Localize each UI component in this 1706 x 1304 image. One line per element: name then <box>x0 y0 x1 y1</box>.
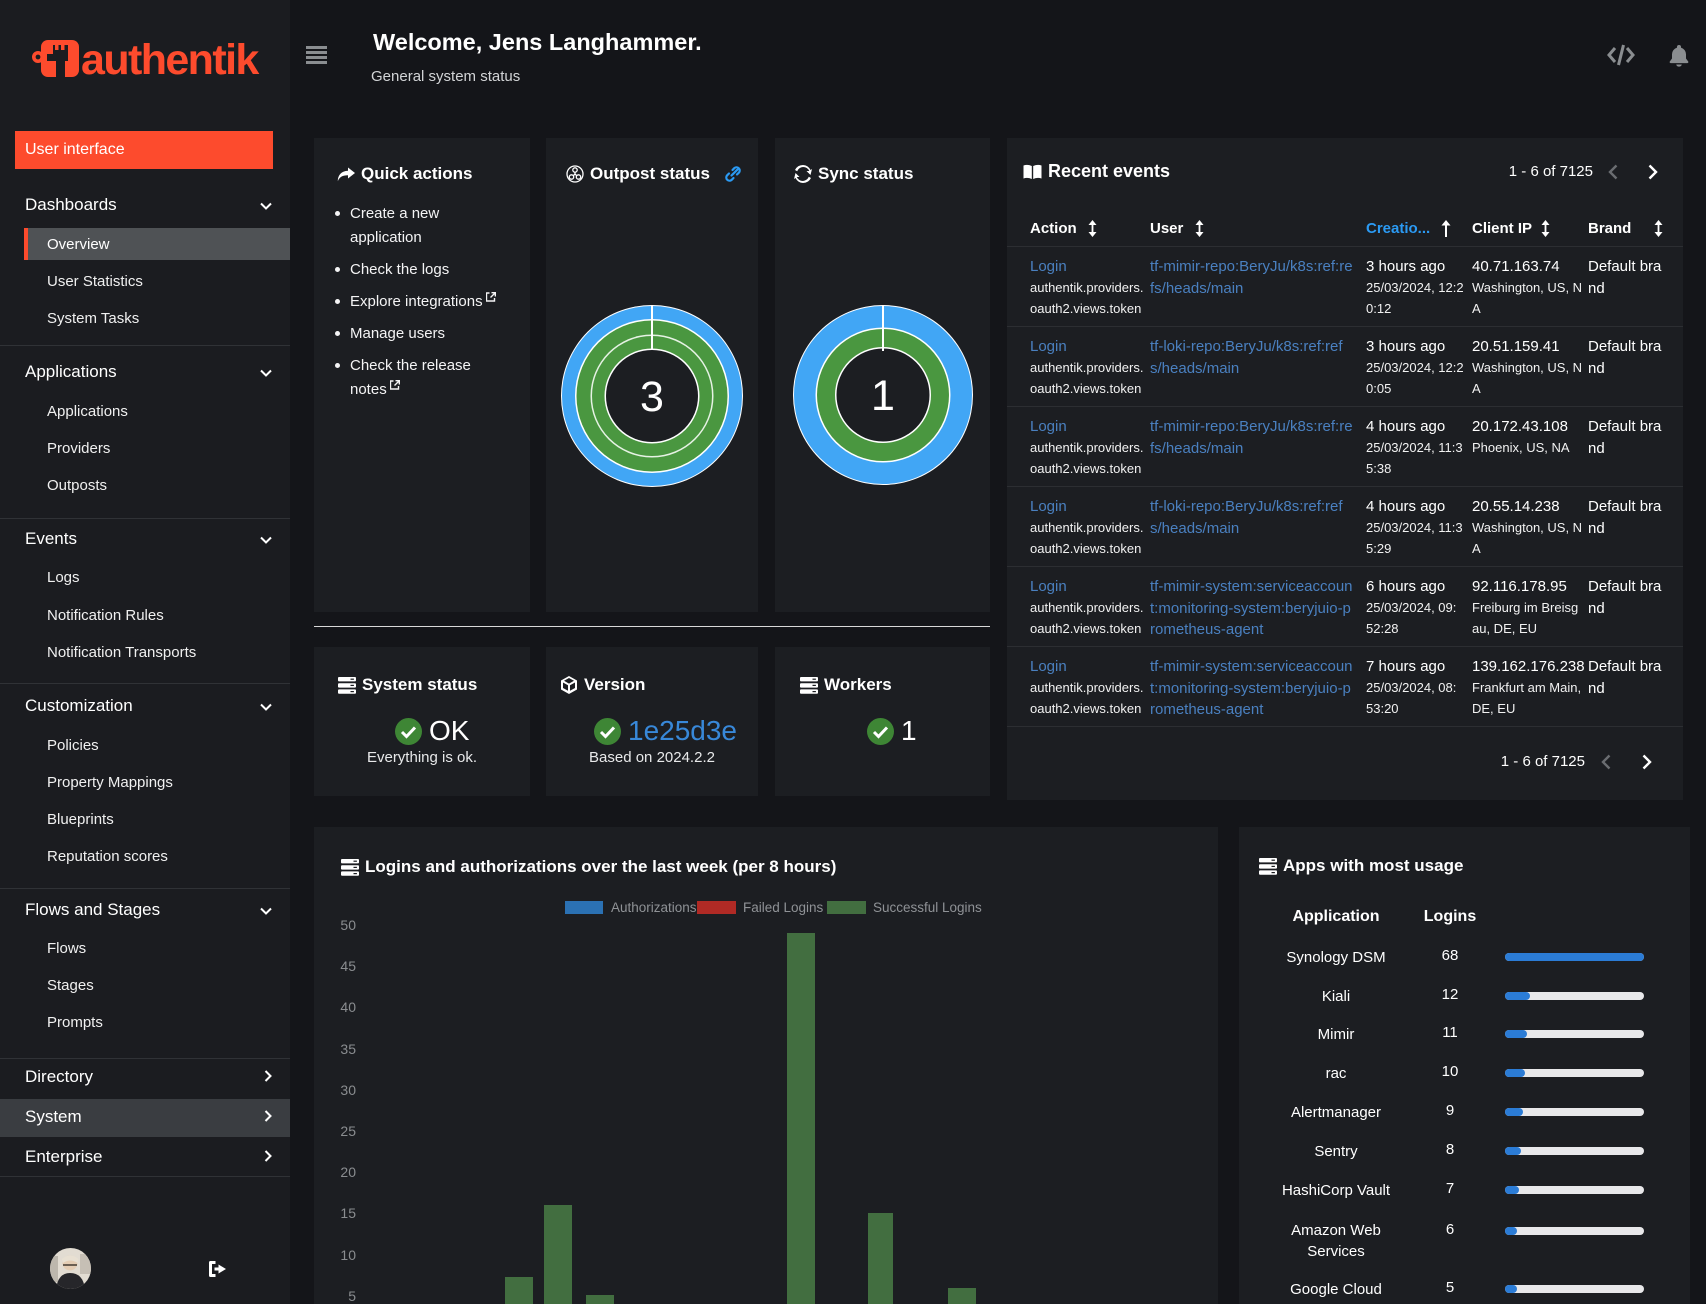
svg-text:1: 1 <box>871 372 895 420</box>
svg-text:3: 3 <box>640 373 664 421</box>
svg-text:authentik: authentik <box>81 36 259 83</box>
